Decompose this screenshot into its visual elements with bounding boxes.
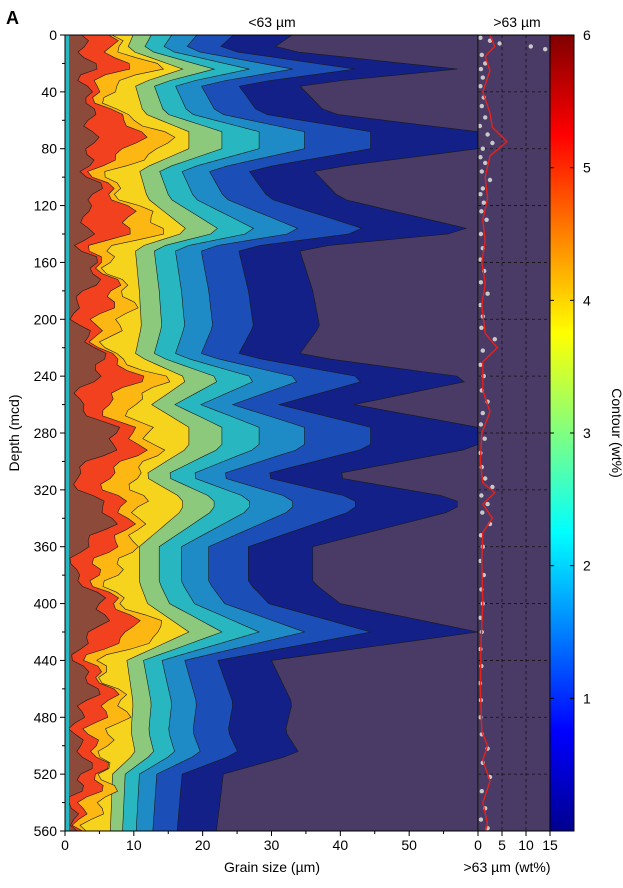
colorbar-tick-label-5: 5	[583, 160, 591, 176]
scatter-point-50	[480, 510, 485, 515]
y-tick-label-0: 0	[49, 27, 57, 43]
colorbar: 1 2 3 4 5 6	[549, 27, 591, 832]
scatter-point-22	[478, 192, 483, 197]
scatter-point-35	[492, 337, 497, 342]
contour-band-clay-edge	[65, 35, 69, 831]
x-tick-label-fine-30: 30	[264, 837, 280, 853]
scatter-point-61	[479, 663, 484, 669]
y-tick-label-160: 160	[34, 254, 58, 270]
scatter-point-17	[478, 155, 483, 160]
scatter-point-15	[490, 140, 495, 146]
scatter-point-13	[478, 123, 483, 129]
scatter-point-5	[479, 52, 484, 58]
coarse-panel-title: >63 µm	[493, 14, 540, 30]
y-tick-label-400: 400	[34, 596, 58, 612]
scatter-point-34	[479, 325, 484, 330]
scatter-point-41	[480, 410, 485, 416]
scatter-point-46	[483, 476, 488, 481]
x-axis-fine: 0 10 20 30 40 50	[61, 831, 445, 853]
y-tick-label-480: 480	[34, 709, 58, 725]
colorbar-tick-label-3: 3	[583, 425, 591, 441]
scatter-point-25	[484, 217, 489, 222]
scatter-point-43	[482, 436, 487, 441]
scatter-point-69	[479, 789, 484, 794]
y-tick-label-320: 320	[34, 482, 58, 498]
scatter-point-37	[478, 362, 483, 367]
scatter-point-42	[478, 422, 484, 427]
scatter-point-3	[528, 44, 533, 49]
y-axis: 0 40 80 120 160 200 240 280 320 360 400 440 480 520 56…	[34, 27, 65, 839]
smoothed-line	[479, 35, 508, 831]
x-axis-label-fine: Grain size (µm)	[224, 859, 320, 875]
y-axis-label: Depth (mcd)	[6, 394, 22, 471]
x-tick-label-fine-40: 40	[333, 837, 349, 853]
colorbar-label: Contour (wt%)	[609, 388, 623, 477]
scatter-point-48	[479, 493, 484, 498]
scatter-point-12	[483, 115, 488, 120]
scatter-point-49	[485, 501, 490, 507]
y-tick-label-280: 280	[34, 425, 58, 441]
y-tick-label-520: 520	[34, 766, 58, 782]
scatter-point-21	[480, 186, 485, 191]
y-tick-label-80: 80	[41, 141, 57, 157]
y-tick-label-120: 120	[34, 198, 58, 214]
x-tick-label-fine-50: 50	[401, 837, 417, 853]
x-axis-label-coarse: >63 µm (wt%)	[463, 859, 550, 875]
scatter-point-9	[478, 84, 483, 89]
y-tick-label-40: 40	[41, 84, 57, 100]
scatter-point-18	[483, 160, 488, 166]
colorbar-tick-label-6: 6	[583, 27, 591, 43]
scatter-point-30	[478, 280, 484, 285]
y-tick-label-560: 560	[34, 823, 58, 839]
scatter-point-20	[487, 177, 493, 183]
colorbar-tick-label-2: 2	[583, 558, 591, 574]
scatter-point-8	[480, 75, 485, 80]
x-tick-label-coarse-15: 15	[542, 837, 558, 853]
scatter-point-1	[487, 38, 493, 43]
scatter-point-7	[478, 66, 484, 72]
x-tick-label-coarse-5: 5	[498, 837, 506, 853]
x-axis-coarse: 0 5 10 15	[474, 831, 558, 853]
scatter-point-19	[479, 169, 484, 174]
contour-band-9	[65, 35, 121, 831]
panel-letter: A	[6, 8, 19, 28]
scatter-point-11	[479, 103, 484, 109]
x-tick-label-coarse-0: 0	[474, 837, 482, 853]
scatter-point-0	[478, 35, 483, 40]
scatter-point-26	[478, 231, 484, 237]
y-tick-label-440: 440	[34, 652, 58, 668]
y-tick-label-240: 240	[34, 368, 58, 384]
scatter-point-16	[480, 146, 485, 151]
colorbar-tick-label-4: 4	[583, 292, 591, 308]
scatter-point-36	[480, 348, 485, 353]
colorbar-tick-label-1: 1	[583, 690, 591, 706]
scatter-point-6	[483, 61, 488, 66]
fine-panel-title: <63 µm	[248, 14, 295, 30]
scatter-point-23	[481, 200, 486, 205]
x-tick-label-fine-10: 10	[126, 837, 142, 853]
scatter-point-2	[497, 41, 502, 46]
scatter-point-4	[543, 47, 548, 52]
x-tick-label-fine-20: 20	[195, 837, 211, 853]
y-tick-label-360: 360	[34, 539, 58, 555]
scatter-point-14	[485, 132, 490, 137]
scatter-point-47	[490, 484, 495, 490]
x-tick-label-fine-0: 0	[61, 837, 69, 853]
scatter-point-24	[479, 209, 484, 214]
x-tick-label-coarse-10: 10	[518, 837, 534, 853]
coarse-panel	[478, 35, 550, 831]
scatter-point-71	[478, 817, 484, 822]
fine-panel	[65, 35, 478, 831]
scatter-point-31	[485, 291, 490, 296]
y-tick-label-200: 200	[34, 311, 58, 327]
